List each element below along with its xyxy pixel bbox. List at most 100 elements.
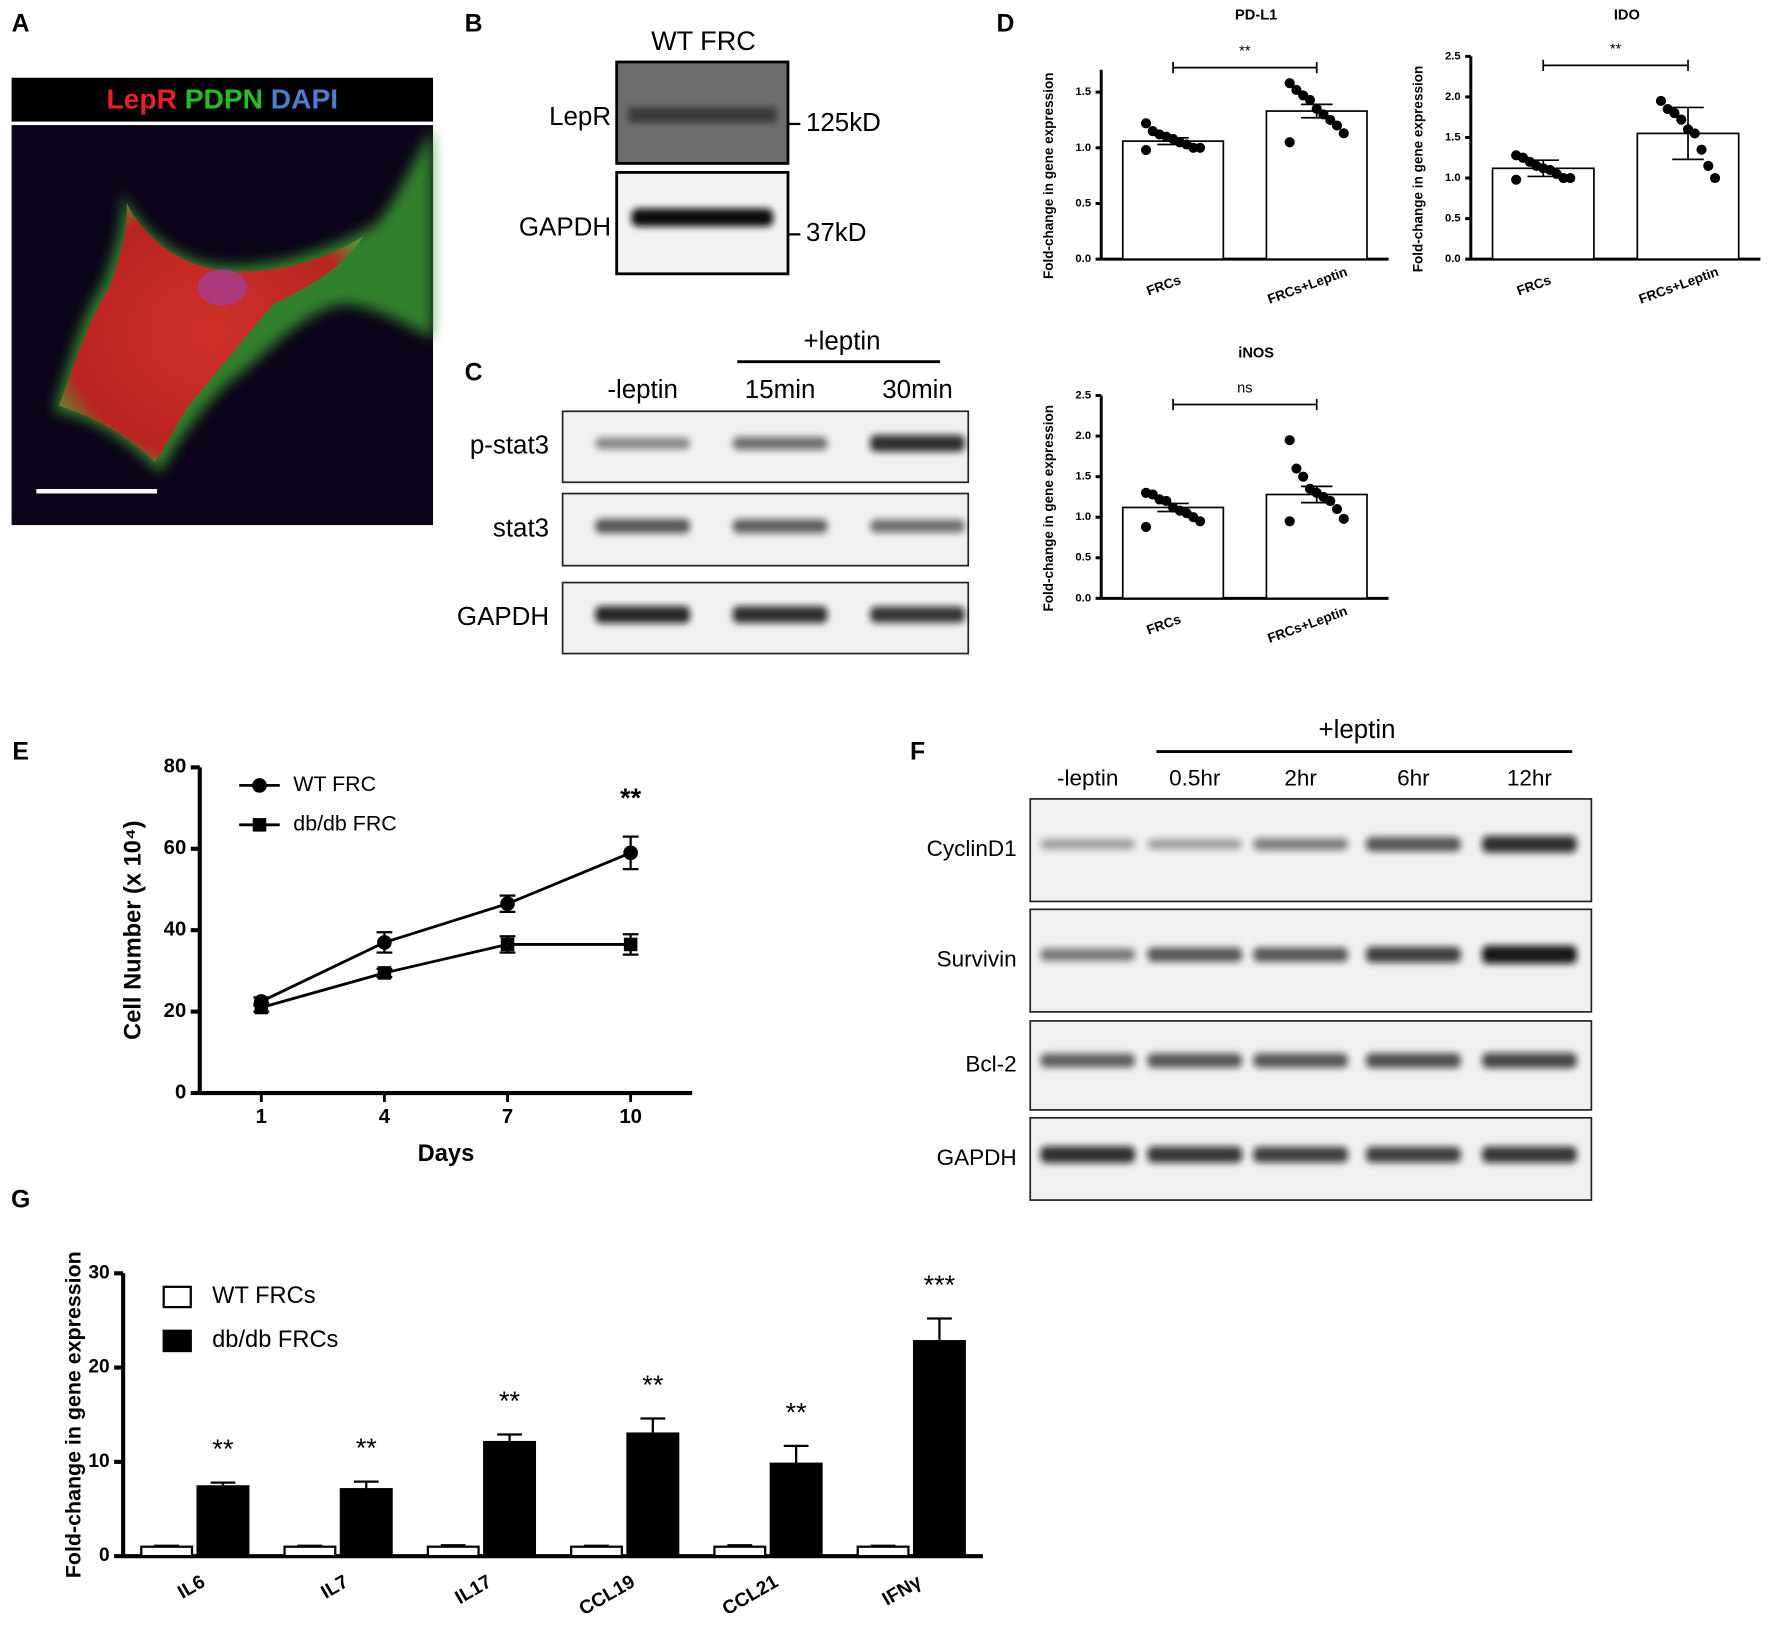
legend-label: WT FRC bbox=[293, 772, 376, 796]
y-axis-label: Fold-change in gene expression bbox=[1411, 66, 1426, 273]
significance-label: *** bbox=[924, 1270, 956, 1300]
y-tick-label: 1.0 bbox=[1075, 511, 1091, 523]
data-point bbox=[1140, 521, 1152, 533]
blot-band bbox=[732, 436, 828, 450]
marker bbox=[500, 896, 515, 912]
row-label: GAPDH bbox=[519, 214, 611, 242]
blot-band bbox=[1366, 946, 1461, 963]
blot-band bbox=[732, 519, 828, 534]
lane-label: 0.5hr bbox=[1169, 766, 1221, 791]
x-tick-label: IL17 bbox=[452, 1571, 496, 1608]
y-tick-label: 40 bbox=[164, 919, 187, 941]
bar bbox=[196, 1485, 250, 1558]
y-tick-label: 10 bbox=[88, 1451, 109, 1472]
panel-letter: G bbox=[11, 1187, 30, 1214]
marker bbox=[254, 1000, 269, 1015]
y-tick-label: 0.5 bbox=[1445, 213, 1461, 225]
row-label: p-stat3 bbox=[470, 432, 549, 460]
bar bbox=[856, 1545, 910, 1558]
y-axis-label: Fold-change in gene expression bbox=[61, 1251, 85, 1578]
bar bbox=[483, 1440, 537, 1558]
x-tick-label: CCL21 bbox=[719, 1571, 782, 1620]
data-point bbox=[1709, 172, 1721, 184]
blot-band bbox=[1482, 835, 1577, 853]
x-tick-label: IFNγ bbox=[879, 1571, 926, 1610]
blot-band bbox=[1040, 839, 1136, 850]
bar bbox=[713, 1545, 767, 1558]
row-label: LepR bbox=[549, 103, 611, 131]
blot-band bbox=[1147, 1053, 1243, 1068]
blot-band bbox=[1040, 1146, 1136, 1163]
data-point bbox=[1331, 504, 1343, 515]
marker bbox=[377, 935, 392, 950]
blot-band bbox=[1147, 839, 1243, 850]
blot-band bbox=[595, 606, 690, 624]
data-point bbox=[1669, 108, 1680, 119]
y-tick-label: 1.5 bbox=[1445, 131, 1461, 143]
treatment-label: +leptin bbox=[1318, 716, 1395, 744]
lane-label: 2hr bbox=[1284, 766, 1317, 791]
blot-band bbox=[870, 435, 965, 452]
series-line bbox=[260, 851, 632, 1003]
x-tick-label: FRCs bbox=[1145, 611, 1183, 637]
data-point bbox=[1284, 435, 1295, 446]
blot-band bbox=[1253, 838, 1348, 851]
stain-label: PDPN bbox=[185, 83, 263, 115]
significance-label: ** bbox=[786, 1397, 808, 1427]
bar bbox=[912, 1340, 966, 1558]
y-tick-label: 0.5 bbox=[1075, 552, 1091, 564]
data-point bbox=[1140, 118, 1152, 129]
y-tick-label: 0.0 bbox=[1075, 253, 1091, 265]
y-tick-label: 1.0 bbox=[1445, 172, 1461, 184]
bar bbox=[1121, 506, 1225, 600]
y-tick-label: 1.5 bbox=[1075, 471, 1091, 483]
bar bbox=[1121, 140, 1225, 261]
legend-swatch bbox=[162, 1285, 192, 1309]
data-point bbox=[1140, 144, 1152, 156]
data-point bbox=[1284, 137, 1295, 148]
x-tick-label: FRCs bbox=[1145, 272, 1183, 298]
panel-letter: B bbox=[465, 10, 483, 37]
bar bbox=[339, 1488, 393, 1558]
row-label: GAPDH bbox=[937, 1145, 1017, 1170]
blot-band bbox=[732, 606, 828, 623]
row-label: Survivin bbox=[937, 947, 1017, 972]
data-point bbox=[1565, 172, 1576, 184]
y-tick-label: 2.0 bbox=[1075, 430, 1091, 442]
size-label: 125kD bbox=[806, 109, 881, 137]
chart-title: PD-L1 bbox=[1235, 8, 1277, 24]
blot-band bbox=[1482, 1146, 1577, 1163]
stain-label: DAPI bbox=[271, 83, 338, 115]
significance-label: ** bbox=[1239, 44, 1251, 60]
bar bbox=[769, 1462, 823, 1558]
lane-label: -leptin bbox=[607, 376, 678, 404]
blot-band bbox=[1482, 945, 1577, 964]
legend-label: db/db FRC bbox=[293, 811, 396, 835]
blot-band bbox=[1482, 1052, 1577, 1069]
significance-label: ** bbox=[499, 1386, 521, 1416]
legend-marker bbox=[252, 818, 267, 832]
legend-label: WT FRCs bbox=[212, 1283, 315, 1309]
cell-body bbox=[58, 202, 364, 462]
y-tick-label: 0.5 bbox=[1075, 197, 1091, 209]
y-tick-label: 20 bbox=[88, 1357, 109, 1378]
bar bbox=[283, 1545, 337, 1558]
significance-label: ** bbox=[620, 783, 642, 813]
marker bbox=[377, 966, 392, 980]
legend-marker bbox=[252, 778, 267, 793]
x-tick-label: FRCs+Leptin bbox=[1265, 603, 1349, 646]
lane-label: 30min bbox=[882, 376, 953, 404]
panel-letter: D bbox=[996, 10, 1014, 37]
x-tick-label: FRCs bbox=[1515, 272, 1553, 298]
data-point bbox=[1689, 128, 1700, 139]
lane-label: -leptin bbox=[1057, 766, 1118, 791]
row-label: stat3 bbox=[493, 514, 549, 542]
x-tick-label: 4 bbox=[379, 1106, 391, 1128]
significance-label: ** bbox=[212, 1434, 234, 1464]
lane-label: 12hr bbox=[1507, 766, 1553, 791]
x-tick-label: IL7 bbox=[318, 1571, 352, 1603]
x-axis-label: Days bbox=[418, 1141, 475, 1167]
y-tick-label: 2.5 bbox=[1445, 50, 1461, 62]
nucleus bbox=[197, 269, 248, 306]
data-point bbox=[1284, 78, 1295, 89]
